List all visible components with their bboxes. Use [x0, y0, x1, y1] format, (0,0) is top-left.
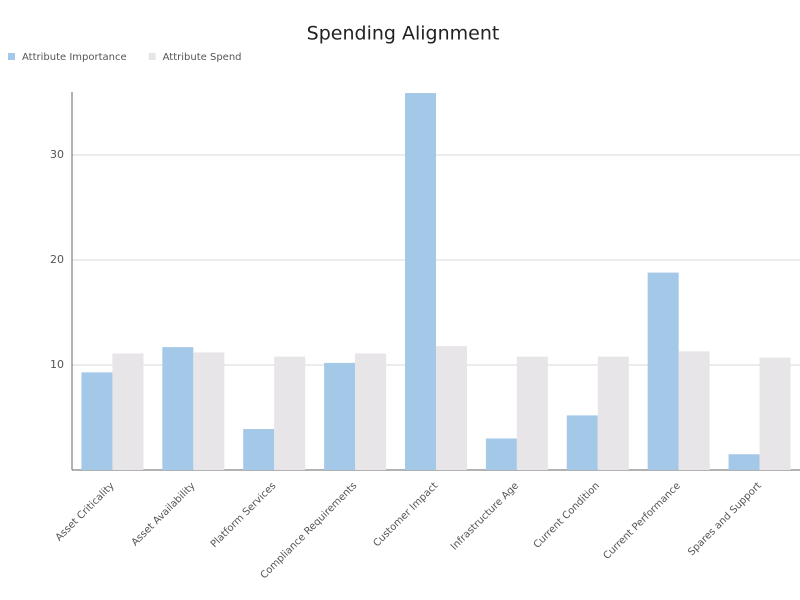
legend-swatch	[8, 53, 15, 60]
bar	[485, 438, 517, 470]
legend-label: Attribute Importance	[22, 52, 127, 63]
chart-title: Spending Alignment	[307, 23, 500, 45]
x-tick-label: Compliance Requirements	[259, 480, 360, 581]
x-tick-label: Asset Criticality	[54, 480, 117, 543]
bar	[566, 415, 598, 470]
bar	[516, 356, 548, 470]
bar	[193, 352, 225, 470]
x-tick-label: Current Condition	[532, 480, 602, 550]
bar	[112, 353, 144, 470]
x-tick-label: Platform Services	[209, 480, 279, 550]
bar	[597, 356, 629, 470]
bar	[405, 93, 436, 471]
y-tick-label: 10	[50, 358, 64, 371]
bar	[274, 356, 306, 470]
x-tick-label: Asset Availability	[130, 480, 198, 548]
x-tick-label: Infrastructure Age	[449, 480, 521, 552]
bar	[355, 353, 387, 470]
bar	[81, 372, 113, 470]
legend-label: Attribute Spend	[163, 52, 242, 63]
x-tick-label: Customer Impact	[371, 480, 440, 549]
bar	[678, 351, 710, 470]
y-tick-label: 20	[50, 253, 64, 266]
bar	[759, 357, 791, 470]
legend-swatch	[148, 53, 156, 60]
x-tick-label: Spares and Support	[686, 480, 764, 558]
bar	[162, 347, 194, 470]
y-tick-label: 30	[50, 148, 64, 161]
bar	[324, 362, 356, 470]
bar	[728, 454, 760, 470]
bar	[436, 346, 467, 470]
bar	[647, 272, 679, 470]
bar	[243, 429, 275, 470]
x-tick-label: Current Performance	[602, 480, 683, 561]
